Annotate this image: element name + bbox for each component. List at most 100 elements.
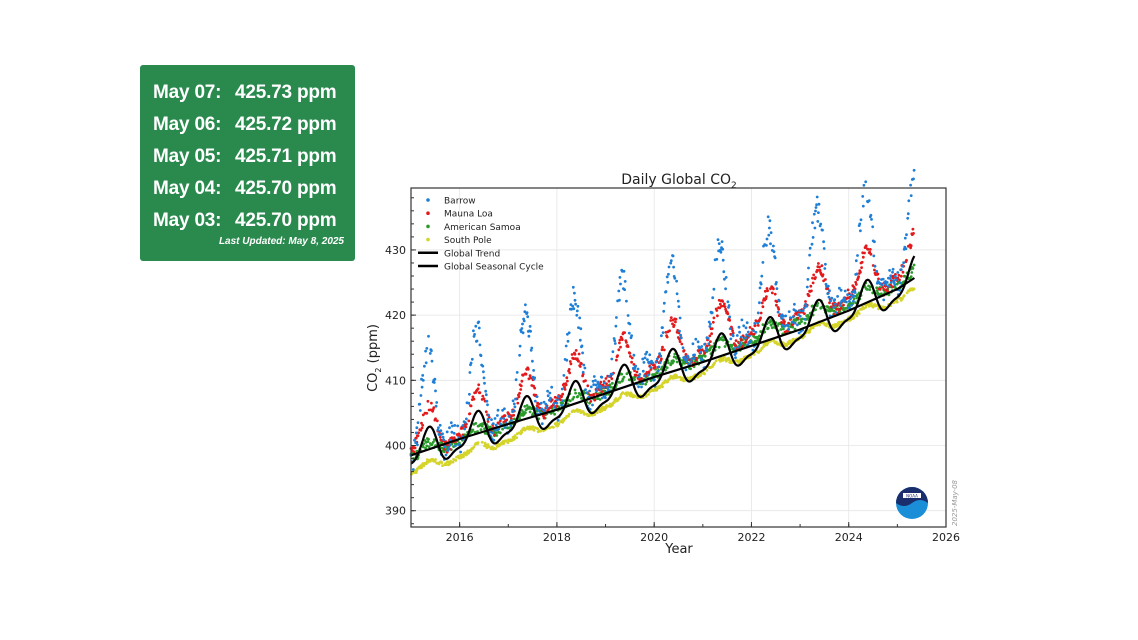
data-point-mauna-loa bbox=[662, 348, 666, 352]
data-point-barrow bbox=[798, 309, 802, 313]
data-point-american-samoa bbox=[498, 431, 502, 435]
data-point-american-samoa bbox=[579, 393, 583, 397]
data-point-mauna-loa bbox=[420, 426, 424, 430]
data-point-barrow bbox=[862, 183, 866, 187]
data-point-barrow bbox=[737, 325, 741, 329]
data-point-barrow bbox=[772, 250, 776, 254]
data-point-barrow bbox=[552, 402, 556, 405]
data-point-barrow bbox=[658, 361, 662, 365]
data-point-barrow bbox=[814, 209, 817, 213]
data-point-barrow bbox=[511, 399, 515, 403]
data-point-barrow bbox=[881, 277, 885, 281]
data-point-mauna-loa bbox=[744, 340, 748, 344]
data-point-barrow bbox=[653, 378, 656, 381]
data-point-barrow bbox=[581, 351, 584, 355]
data-point-barrow bbox=[514, 378, 518, 382]
data-point-barrow bbox=[540, 422, 544, 426]
data-point-barrow bbox=[896, 271, 900, 274]
data-point-mauna-loa bbox=[630, 356, 634, 360]
data-point-barrow bbox=[873, 240, 876, 244]
data-point-barrow bbox=[432, 381, 436, 384]
data-point-american-samoa bbox=[580, 396, 583, 400]
reading-value: 425.71 ppm bbox=[235, 146, 337, 167]
data-point-mauna-loa bbox=[520, 379, 524, 383]
data-point-barrow bbox=[667, 265, 671, 269]
data-point-south-pole bbox=[855, 314, 859, 318]
data-point-mauna-loa bbox=[565, 376, 569, 380]
data-point-mauna-loa bbox=[584, 379, 587, 383]
data-point-barrow bbox=[744, 326, 748, 330]
data-point-south-pole bbox=[721, 359, 725, 362]
data-point-barrow bbox=[901, 264, 904, 268]
legend-marker bbox=[426, 211, 430, 215]
data-point-mauna-loa bbox=[482, 397, 486, 401]
data-point-south-pole bbox=[902, 294, 906, 297]
data-point-barrow bbox=[838, 304, 842, 307]
data-point-mauna-loa bbox=[512, 413, 516, 417]
data-point-south-pole bbox=[462, 455, 465, 459]
data-point-barrow bbox=[761, 261, 765, 264]
data-point-south-pole bbox=[548, 426, 552, 430]
data-point-barrow bbox=[754, 330, 758, 334]
data-point-american-samoa bbox=[483, 427, 486, 431]
data-point-barrow bbox=[451, 424, 454, 428]
data-point-barrow bbox=[425, 347, 429, 350]
data-point-mauna-loa bbox=[912, 232, 915, 235]
data-point-american-samoa bbox=[766, 326, 770, 330]
data-point-south-pole bbox=[557, 422, 561, 426]
data-point-barrow bbox=[852, 294, 856, 298]
data-point-barrow bbox=[518, 344, 522, 348]
data-point-barrow bbox=[642, 361, 646, 364]
data-point-mauna-loa bbox=[710, 327, 714, 330]
data-point-barrow bbox=[736, 345, 740, 349]
data-point-barrow bbox=[855, 272, 859, 276]
data-point-mauna-loa bbox=[533, 386, 537, 390]
data-point-barrow bbox=[873, 264, 877, 268]
data-point-american-samoa bbox=[507, 426, 510, 430]
data-point-mauna-loa bbox=[710, 332, 713, 336]
data-point-barrow bbox=[463, 421, 467, 424]
data-point-barrow bbox=[475, 339, 479, 343]
data-point-barrow bbox=[811, 221, 814, 225]
data-point-american-samoa bbox=[609, 385, 612, 389]
data-point-barrow bbox=[523, 310, 527, 314]
data-point-american-samoa bbox=[710, 345, 713, 349]
data-point-barrow bbox=[444, 453, 448, 457]
data-point-barrow bbox=[801, 309, 805, 313]
data-point-mauna-loa bbox=[894, 273, 897, 276]
data-point-mauna-loa bbox=[764, 297, 768, 301]
data-point-barrow bbox=[760, 274, 764, 278]
data-point-mauna-loa bbox=[635, 370, 639, 374]
data-point-barrow bbox=[784, 314, 788, 318]
data-point-mauna-loa bbox=[577, 352, 581, 356]
data-point-barrow bbox=[861, 195, 865, 198]
data-point-barrow bbox=[742, 324, 746, 328]
data-point-barrow bbox=[718, 248, 722, 252]
data-point-barrow bbox=[637, 375, 641, 379]
data-point-american-samoa bbox=[909, 275, 913, 278]
data-point-mauna-loa bbox=[592, 393, 596, 396]
data-point-south-pole bbox=[454, 459, 458, 462]
data-point-mauna-loa bbox=[600, 390, 604, 394]
data-point-barrow bbox=[752, 329, 755, 332]
data-point-barrow bbox=[686, 355, 690, 359]
data-point-barrow bbox=[469, 361, 473, 365]
data-point-mauna-loa bbox=[709, 340, 712, 343]
data-point-mauna-loa bbox=[674, 317, 678, 321]
data-point-mauna-loa bbox=[723, 302, 726, 306]
data-point-american-samoa bbox=[553, 412, 556, 416]
data-point-mauna-loa bbox=[568, 360, 572, 363]
data-point-mauna-loa bbox=[610, 377, 614, 380]
axis-ticks: 2016 2018 2020 2022 2024 2026 390 400 410 420 430 bbox=[385, 197, 960, 544]
data-point-barrow bbox=[575, 313, 579, 317]
data-point-barrow bbox=[711, 296, 715, 300]
data-point-mauna-loa bbox=[811, 276, 814, 280]
data-point-barrow bbox=[797, 313, 800, 317]
data-point-barrow bbox=[507, 415, 511, 418]
data-point-barrow bbox=[533, 399, 537, 403]
data-point-barrow bbox=[854, 259, 858, 263]
data-point-american-samoa bbox=[875, 286, 879, 290]
data-point-barrow bbox=[880, 283, 884, 287]
data-point-south-pole bbox=[485, 446, 489, 450]
data-point-barrow bbox=[539, 401, 543, 405]
